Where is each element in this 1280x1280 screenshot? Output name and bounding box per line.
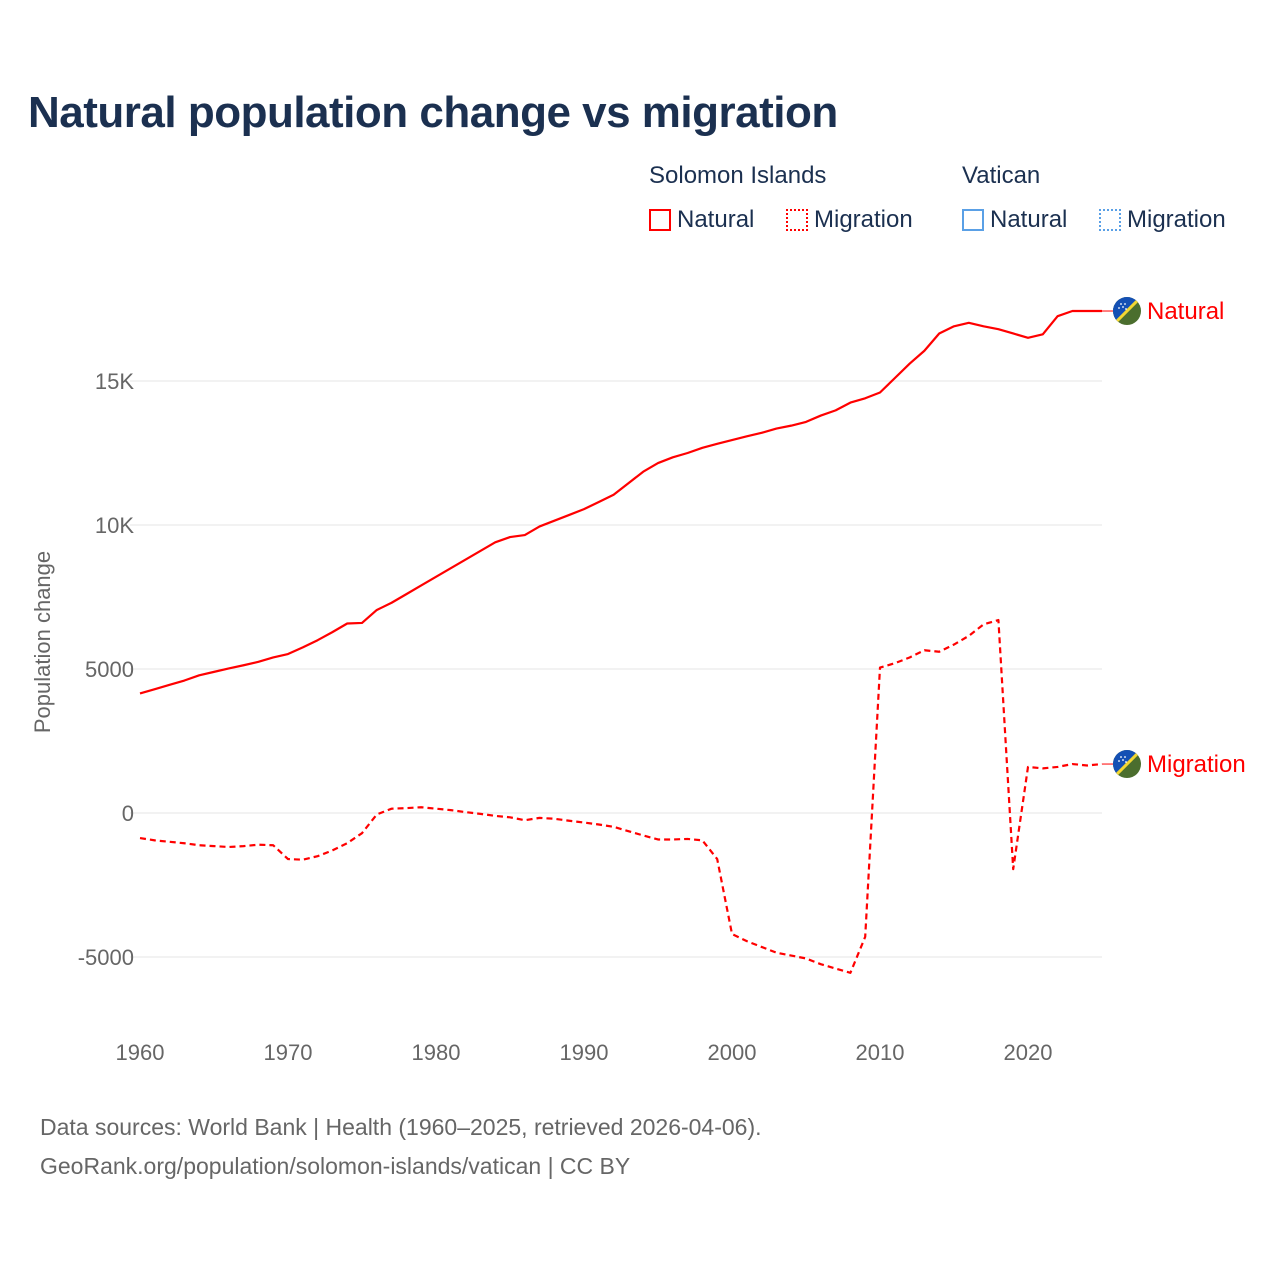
- legend-swatch-solid: [962, 209, 984, 231]
- legend-label: Natural: [677, 206, 755, 233]
- series-line-natural: [139, 309, 1102, 695]
- legend-swatch-solid: [649, 209, 671, 231]
- end-label-migration: Migration: [1147, 751, 1246, 778]
- source-note: Data sources: World Bank | Health (1960–…: [40, 1108, 762, 1186]
- legend-group-vatican: Vatican: [962, 162, 1041, 189]
- x-tick-label: 1990: [560, 1040, 609, 1065]
- legend-label: Migration: [814, 206, 913, 233]
- legend-label: Migration: [1127, 206, 1226, 233]
- y-tick-label: 15K: [95, 369, 134, 394]
- x-tick-label: 1980: [412, 1040, 461, 1065]
- legend-item-solomon-natural[interactable]: Natural: [649, 206, 754, 234]
- chart-title: Natural population change vs migration: [28, 88, 838, 137]
- source-link[interactable]: GeoRank.org/population/solomon-islands/v…: [40, 1153, 631, 1179]
- legend-item-solomon-migration[interactable]: Migration: [786, 206, 913, 234]
- legend-swatch-dotted: [786, 209, 808, 231]
- y-tick-label: 0: [122, 801, 134, 826]
- y-axis-label: Population change: [30, 551, 55, 733]
- x-tick-label: 1960: [116, 1040, 165, 1065]
- legend-item-vatican-migration[interactable]: Migration: [1099, 206, 1226, 234]
- y-tick-label: -5000: [78, 945, 134, 970]
- solomon-islands-flag-icon: [1113, 297, 1141, 326]
- source-line: Data sources: World Bank | Health (1960–…: [40, 1114, 762, 1140]
- legend-swatch-dotted: [1099, 209, 1121, 231]
- end-label-natural: Natural: [1147, 298, 1224, 325]
- x-tick-label: 1970: [264, 1040, 313, 1065]
- y-tick-label: 10K: [95, 513, 134, 538]
- y-tick-label: 5000: [85, 657, 134, 682]
- x-tick-label: 2000: [708, 1040, 757, 1065]
- legend-item-vatican-natural[interactable]: Natural: [962, 206, 1067, 234]
- series-line-migration: [139, 618, 1103, 974]
- x-tick-label: 2020: [1004, 1040, 1053, 1065]
- legend-group-solomon-islands: Solomon Islands: [649, 162, 827, 189]
- solomon-islands-flag-icon: [1113, 750, 1141, 779]
- legend-label: Natural: [990, 206, 1068, 233]
- x-tick-label: 2010: [856, 1040, 905, 1065]
